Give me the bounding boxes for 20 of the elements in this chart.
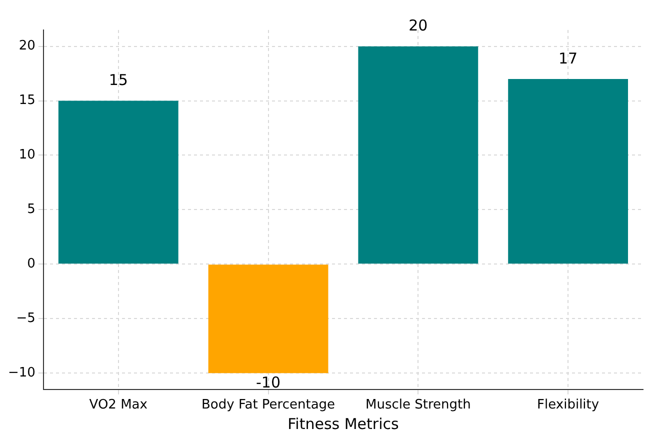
bar <box>208 264 328 374</box>
y-tick-label: 15 <box>18 93 36 108</box>
bar <box>508 79 628 264</box>
x-tick-label: Body Fat Percentage <box>201 398 336 413</box>
x-tick-label: VO2 Max <box>89 398 148 413</box>
x-axis-title: Fitness Metrics <box>288 414 399 433</box>
y-tick-label: 20 <box>18 38 36 54</box>
y-tick-label: −10 <box>8 365 36 380</box>
data-label: 20 <box>408 16 428 35</box>
data-label: 15 <box>108 71 128 90</box>
bar <box>58 100 178 264</box>
y-tick-label: 10 <box>18 148 36 163</box>
y-tick-label: 0 <box>27 256 36 272</box>
x-tick-label: Flexibility <box>537 398 600 413</box>
bar <box>358 46 478 264</box>
y-tick-label: 5 <box>27 202 36 218</box>
x-tick-label: Muscle Strength <box>365 398 471 413</box>
data-label: -10 <box>256 373 281 392</box>
data-label: 17 <box>558 49 578 68</box>
y-tick-label: −5 <box>16 310 36 326</box>
